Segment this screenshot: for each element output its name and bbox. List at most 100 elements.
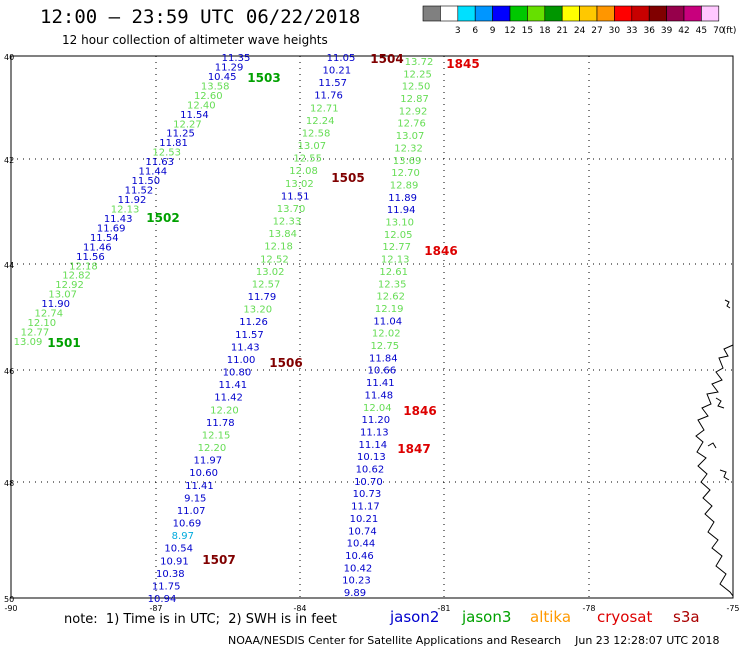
- wave-height-value: 10.13: [357, 452, 386, 463]
- colorbar-swatch: [474, 5, 493, 22]
- latitude-label: 46: [4, 367, 14, 376]
- wave-height-value: 12.52: [260, 254, 289, 265]
- colorbar-tick-label: 70: [713, 26, 725, 36]
- wave-height-value: 11.97: [193, 456, 222, 467]
- colorbar-tick-label: 45: [696, 26, 707, 36]
- wave-height-value: 11.00: [227, 355, 256, 366]
- wave-height-value: 10.74: [348, 526, 377, 537]
- coastline: [695, 344, 734, 597]
- latitude-label: 40: [4, 53, 14, 62]
- wave-height-value: 12.20: [198, 443, 227, 454]
- wave-height-value: 10.46: [345, 551, 374, 562]
- wave-height-value: 12.53: [152, 148, 181, 159]
- wave-height-value: 12.18: [69, 261, 98, 272]
- wave-height-value: 11.90: [41, 299, 70, 310]
- wave-height-value: 10.42: [344, 563, 373, 574]
- latitude-label: 48: [4, 479, 14, 488]
- wave-height-value: 11.63: [145, 157, 174, 168]
- legend-jason2: jason2: [390, 608, 440, 626]
- latitude-label: 42: [4, 156, 14, 165]
- wave-height-value: 11.41: [185, 481, 214, 492]
- wave-height-value: 11.48: [364, 390, 393, 401]
- wave-height-value: 12.76: [397, 119, 426, 130]
- latitude-label: 50: [4, 595, 14, 604]
- colorbar-tick-label: 42: [678, 26, 689, 36]
- wave-height-value: 11.29: [215, 62, 244, 73]
- wave-height-value: 10.38: [156, 569, 185, 580]
- wave-height-value: 12.02: [372, 329, 401, 340]
- wave-height-value: 12.55: [293, 154, 322, 165]
- wave-height-value: 9.15: [184, 493, 206, 504]
- colorbar-swatch: [509, 5, 528, 22]
- map-frame: [10, 55, 734, 599]
- wave-height-value: 12.58: [302, 128, 331, 139]
- wave-height-value: 12.32: [394, 143, 423, 154]
- wave-height-value: 12.33: [273, 217, 302, 228]
- wave-height-value: 11.50: [132, 176, 161, 187]
- latitude-label: 44: [4, 261, 14, 270]
- colorbar-unit: (ft): [723, 26, 736, 36]
- wave-height-value: 12.87: [400, 94, 429, 105]
- color-legend: 3 6 9 12 15 18 21 24 27 30 33 36 39 42 45 70(ft): [422, 5, 736, 36]
- wave-height-value: 10.91: [160, 556, 189, 567]
- map-subtitle: 12 hour collection of altimeter wave hei…: [62, 33, 328, 47]
- wave-height-value: 8.97: [172, 531, 194, 542]
- wave-height-value: 10.69: [173, 519, 202, 530]
- wave-height-value: 11.17: [351, 502, 380, 513]
- colorbar-swatch: [683, 5, 702, 22]
- colorbar-tick-label: 6: [472, 26, 478, 36]
- wave-height-value: 12.77: [382, 242, 411, 253]
- wave-height-value: 12.62: [376, 292, 405, 303]
- colorbar-tick-label: 15: [522, 26, 533, 36]
- colorbar-swatch: [596, 5, 615, 22]
- colorbar-swatch: [614, 5, 633, 22]
- wave-height-value: 11.75: [152, 581, 181, 592]
- wave-height-value: 11.56: [76, 252, 105, 263]
- wave-height-value: 12.89: [390, 180, 419, 191]
- longitude-label: -81: [437, 604, 450, 613]
- wave-height-value: 11.20: [362, 415, 391, 426]
- pass-label: 1506: [269, 356, 302, 370]
- wave-height-value: 10.23: [342, 576, 371, 587]
- wave-height-value: 12.50: [402, 82, 431, 93]
- wave-height-value: 11.43: [231, 342, 260, 353]
- wave-height-value: 13.20: [243, 305, 272, 316]
- wave-height-value: 11.92: [118, 195, 147, 206]
- wave-height-value: 11.41: [218, 380, 247, 391]
- colorbar-swatch: [631, 5, 650, 22]
- wave-height-value: 11.05: [327, 53, 356, 64]
- wave-height-value: 11.54: [180, 110, 209, 121]
- pass-label: 1503: [247, 71, 280, 85]
- colorbar-swatch: [492, 5, 511, 22]
- wave-height-value: 11.79: [248, 292, 277, 303]
- longitude-label: -78: [582, 604, 595, 613]
- wave-height-value: 12.18: [264, 242, 293, 253]
- longitude-label: -90: [4, 604, 17, 613]
- wave-height-value: 10.80: [223, 368, 252, 379]
- wave-height-value: 11.43: [104, 214, 133, 225]
- pass-label: 1504: [370, 52, 403, 66]
- colorbar-tick-label: 21: [556, 26, 567, 36]
- colorbar-swatch: [561, 5, 580, 22]
- wave-height-value: 11.78: [206, 418, 235, 429]
- pass-label: 1507: [202, 553, 235, 567]
- wave-height-value: 12.15: [202, 430, 231, 441]
- legend-altika: altika: [530, 608, 572, 626]
- wave-height-value: 10.44: [347, 539, 376, 550]
- wave-height-value: 11.89: [388, 193, 417, 204]
- wave-height-value: 9.89: [344, 588, 366, 599]
- pass-label: 1501: [47, 336, 80, 350]
- colorbar-swatch: [457, 5, 476, 22]
- wave-height-value: 12.92: [399, 106, 428, 117]
- wave-height-value: 10.21: [350, 514, 379, 525]
- wave-height-value: 12.70: [391, 168, 420, 179]
- pass-label: 1846: [424, 244, 457, 258]
- wave-height-value: 12.61: [379, 267, 408, 278]
- wave-height-value: 13.58: [201, 81, 230, 92]
- wave-height-value: 11.84: [369, 353, 398, 364]
- colorbar-swatch: [579, 5, 598, 22]
- wave-height-value: 12.05: [384, 230, 413, 241]
- wave-height-value: 12.10: [28, 318, 57, 329]
- wave-height-value: 11.52: [125, 186, 154, 197]
